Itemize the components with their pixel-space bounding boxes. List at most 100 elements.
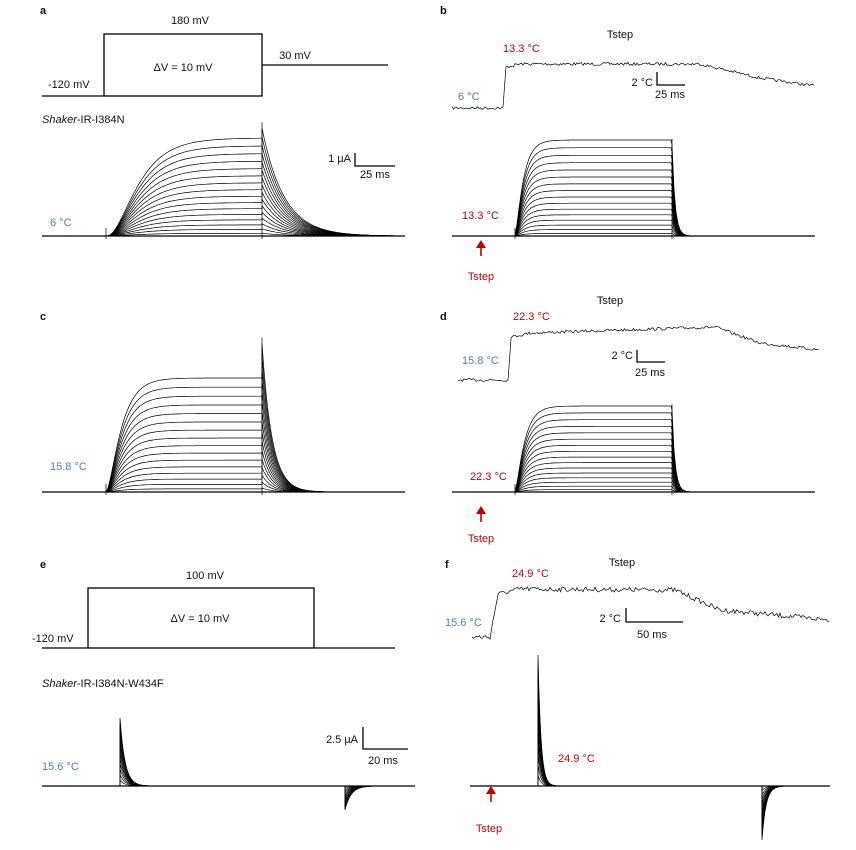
- current-trace: [42, 343, 404, 493]
- arrow-head: [476, 506, 486, 514]
- current-trace: [452, 438, 814, 493]
- scale-label: 2 °C: [599, 613, 621, 625]
- current-trace: [452, 147, 814, 237]
- current-trace: [470, 654, 830, 841]
- scale-label: 25 ms: [360, 169, 390, 181]
- arrow-head: [486, 786, 496, 794]
- temp-label: 15.6 °C: [42, 761, 79, 773]
- voltage-label: -120 mV: [48, 79, 90, 91]
- current-trace: [452, 183, 814, 237]
- panel-label: c: [40, 311, 46, 323]
- current-trace: [452, 208, 814, 237]
- current-trace: [470, 720, 830, 814]
- protocol-line: [42, 64, 388, 97]
- scale-label: 2 °C: [611, 350, 633, 362]
- current-trace: [42, 723, 415, 809]
- current-trace: [42, 734, 415, 805]
- artifact: [514, 138, 673, 239]
- current-trace: [452, 224, 814, 237]
- current-trace: [470, 687, 830, 827]
- arrow-label: Tstep: [476, 823, 502, 835]
- current-trace: [42, 153, 404, 237]
- panel-label: a: [40, 5, 47, 17]
- temp-label: 15.8 °C: [50, 461, 87, 473]
- trace-title: Tstep: [607, 29, 633, 41]
- temp-label: 15.6 °C: [445, 617, 482, 629]
- current-trace: [452, 229, 814, 237]
- voltage-label: -120 mV: [32, 633, 74, 645]
- temp-label: 24.9 °C: [512, 568, 549, 580]
- temp-label: 22.3 °C: [470, 471, 507, 483]
- current-trace: [452, 139, 814, 237]
- current-trace: [42, 763, 415, 795]
- current-trace: [42, 204, 405, 237]
- current-trace: [42, 211, 404, 237]
- temperature-trace: [457, 325, 819, 383]
- current-trace: [470, 665, 830, 836]
- scale-label: 1 µA: [328, 153, 352, 165]
- arrow-head: [476, 240, 486, 248]
- temp-label: 6 °C: [458, 91, 480, 103]
- temp-label: 22.3 °C: [513, 311, 550, 323]
- current-trace: [470, 774, 830, 792]
- temp-label: 13.3 °C: [503, 43, 540, 55]
- step-label: ΔV = 10 mV: [170, 613, 230, 625]
- scale-label: 20 ms: [368, 755, 398, 767]
- current-trace: [42, 450, 404, 493]
- trace-title: Tstep: [597, 295, 623, 307]
- scale-bar: [636, 350, 665, 363]
- arrow-label: Tstep: [468, 533, 494, 545]
- current-trace: [470, 698, 830, 823]
- current-trace: [452, 202, 814, 237]
- current-trace: [42, 740, 415, 803]
- current-trace: [42, 746, 415, 801]
- voltage-label: 180 mV: [171, 15, 210, 27]
- current-trace: [452, 481, 814, 493]
- current-trace: [42, 128, 404, 237]
- scale-bar: [656, 72, 685, 86]
- temp-label: 6 °C: [50, 217, 72, 229]
- scale-label: 2.5 µA: [326, 734, 359, 746]
- current-trace: [42, 400, 404, 493]
- current-trace: [452, 176, 814, 237]
- temperature-trace: [451, 61, 815, 110]
- current-trace: [470, 731, 830, 809]
- traces: [42, 61, 830, 841]
- protocol-step: [87, 587, 315, 649]
- panel-label: b: [440, 5, 447, 17]
- voltage-label: 100 mV: [186, 570, 225, 582]
- scale-bar: [625, 608, 683, 623]
- scale-label: 25 ms: [635, 367, 665, 379]
- current-trace: [470, 753, 830, 800]
- current-trace: [470, 742, 830, 805]
- current-trace: [42, 177, 404, 237]
- artifact: [105, 337, 263, 495]
- scale-bar: [362, 727, 408, 750]
- artifact: [105, 122, 263, 239]
- current-trace: [42, 184, 404, 237]
- scale-bar: [354, 153, 395, 167]
- current-trace: [470, 709, 830, 818]
- arrow-label: Tstep: [468, 271, 494, 283]
- scale-label: 25 ms: [655, 89, 685, 101]
- current-trace: [452, 444, 814, 493]
- scale-label: 2 °C: [631, 77, 653, 89]
- temp-label: 24.9 °C: [558, 753, 595, 765]
- current-trace: [42, 431, 404, 493]
- artifact: [514, 404, 673, 495]
- panel-label: e: [40, 559, 46, 571]
- current-trace: [42, 474, 404, 493]
- current-trace: [42, 481, 404, 493]
- current-trace: [42, 751, 415, 800]
- current-trace: [452, 190, 814, 237]
- current-trace: [452, 154, 814, 237]
- current-trace: [42, 421, 404, 493]
- current-trace: [42, 717, 415, 811]
- current-trace: [452, 485, 814, 493]
- panel-label: f: [445, 559, 449, 571]
- current-trace: [42, 459, 404, 493]
- current-trace: [42, 197, 404, 237]
- scale-label: 50 ms: [637, 629, 667, 641]
- current-trace: [42, 757, 415, 798]
